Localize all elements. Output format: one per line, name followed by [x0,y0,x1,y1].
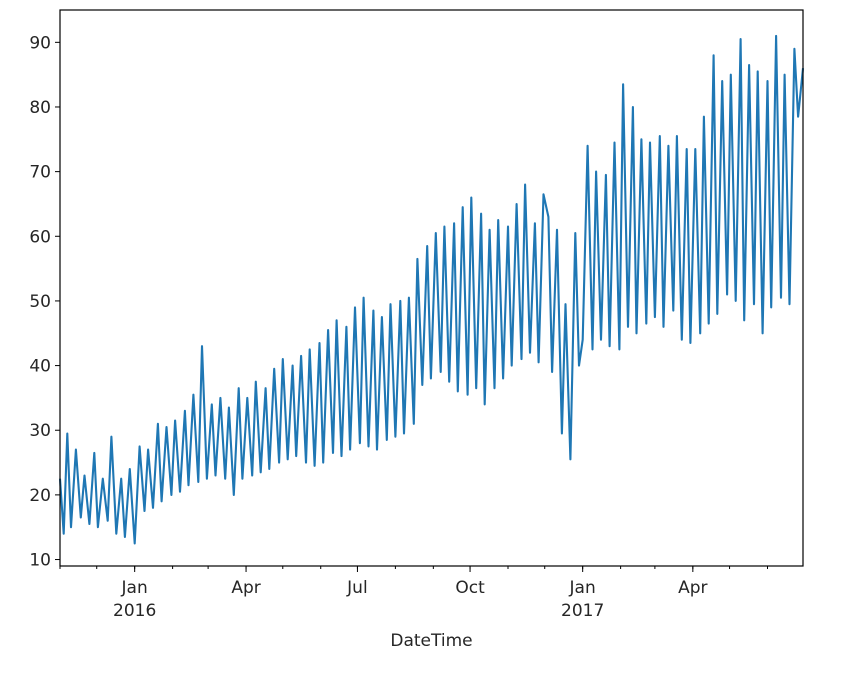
y-tick-label: 20 [29,486,51,506]
x-tick-year-label: 2016 [113,601,156,621]
y-tick-label: 60 [29,227,51,247]
y-tick-label: 10 [29,551,51,571]
axes-frame [59,9,804,567]
x-tick-label: Apr [231,578,260,598]
x-tick-label: Apr [678,578,707,598]
y-tick-label: 50 [29,292,51,312]
x-axis: Jan 2016 Apr Jul Oct Jan 2017 Apr [59,566,769,621]
x-tick-label: Jul [346,578,368,598]
y-tick-label: 70 [29,163,51,183]
y-tick-label: 40 [29,357,51,377]
y-tick-label: 80 [29,98,51,118]
x-axis-title: DateTime [390,631,472,651]
y-axis: 10 20 30 40 50 60 70 80 90 [29,33,60,571]
x-tick-year-label: 2017 [561,601,604,621]
series-line-0 [58,34,805,545]
x-tick-label: Oct [455,578,485,598]
x-tick-label: Jan [121,578,148,598]
series-layer [58,34,805,545]
x-tick-label: Jan [569,578,596,598]
y-tick-label: 30 [29,421,51,441]
y-tick-label: 90 [29,33,51,53]
